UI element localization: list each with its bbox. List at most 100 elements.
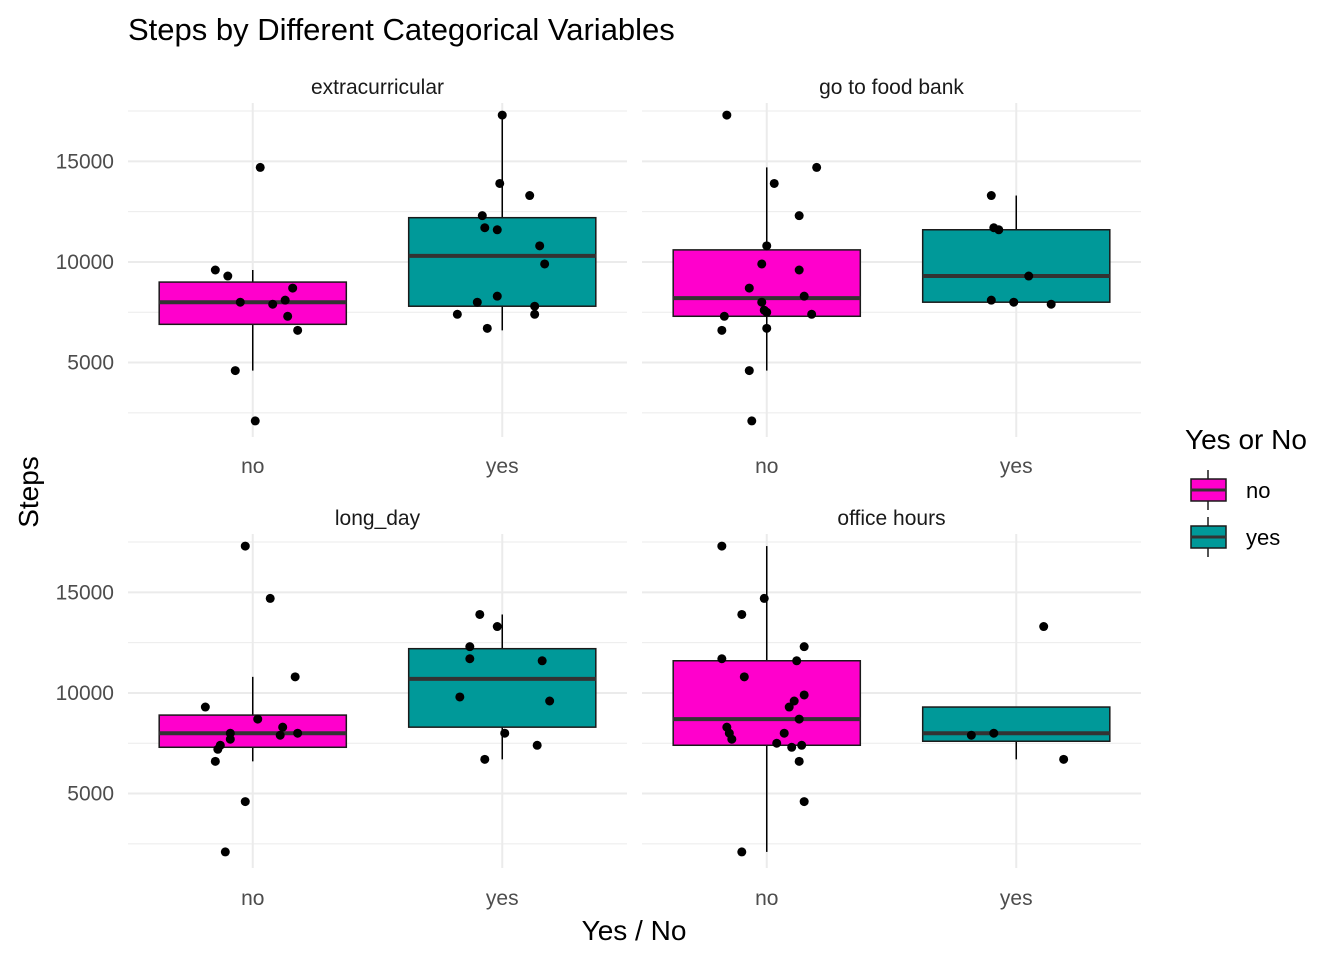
data-point	[223, 271, 233, 281]
data-point	[293, 325, 303, 335]
data-point	[482, 323, 492, 333]
x-tick-label: yes	[1000, 455, 1033, 478]
data-point	[240, 541, 250, 551]
data-point	[525, 191, 535, 201]
x-tick-label: yes	[1000, 887, 1033, 910]
data-point	[545, 696, 555, 706]
y-tick-label: 5000	[67, 783, 114, 806]
data-point	[762, 241, 772, 251]
data-point	[1039, 622, 1049, 632]
data-point	[200, 702, 210, 712]
data-point	[799, 291, 809, 301]
y-tick-label: 10000	[56, 682, 114, 705]
data-point	[762, 307, 772, 317]
box-body	[672, 249, 862, 318]
box-body	[407, 216, 597, 307]
data-point	[480, 754, 490, 764]
data-point	[1024, 271, 1034, 281]
facet-label: long_day	[335, 507, 421, 530]
data-point	[210, 756, 220, 766]
data-point	[225, 734, 235, 744]
data-point	[537, 656, 547, 666]
box-body	[921, 706, 1111, 742]
x-tick-label: yes	[486, 455, 519, 478]
panel-go-to-food-bank: go to food bank no yes	[642, 76, 1141, 478]
y-axis-label: Steps	[13, 456, 44, 528]
data-point	[465, 642, 475, 652]
box-no	[672, 167, 862, 371]
data-point	[535, 241, 545, 251]
panel-extracurricular: extracurricular 5000 10000 15000 no yes	[56, 76, 627, 478]
data-point	[497, 110, 507, 120]
data-point	[288, 283, 298, 293]
legend-title: Yes or No	[1185, 424, 1307, 455]
data-point	[717, 325, 727, 335]
box-no	[672, 546, 862, 852]
panel-long-day: long_day 5000 10000 15000 no yes	[56, 507, 627, 910]
data-point	[455, 692, 465, 702]
data-point	[1046, 299, 1056, 309]
data-point	[989, 728, 999, 738]
facet-label: go to food bank	[819, 76, 964, 99]
legend-items: no yes	[1190, 470, 1280, 557]
x-tick-label: no	[241, 455, 264, 478]
x-tick-label: no	[755, 455, 778, 478]
data-point	[789, 696, 799, 706]
data-point	[1059, 754, 1069, 764]
data-point	[799, 690, 809, 700]
data-point	[293, 728, 303, 738]
data-point	[530, 309, 540, 319]
data-point	[235, 297, 245, 307]
data-point	[784, 702, 794, 712]
legend-item-label: yes	[1246, 525, 1280, 550]
data-point	[807, 309, 817, 319]
data-point	[532, 740, 542, 750]
data-point	[492, 225, 502, 235]
data-point	[210, 265, 220, 275]
box-no	[158, 676, 348, 762]
data-point	[213, 744, 223, 754]
data-point	[477, 211, 487, 221]
box-body	[921, 229, 1111, 303]
data-point	[994, 225, 1004, 235]
panel-office-hours: office hours no yes	[642, 507, 1141, 910]
x-tick-label: no	[755, 887, 778, 910]
box-yes	[921, 195, 1111, 303]
data-point	[812, 162, 822, 172]
data-point	[722, 110, 732, 120]
data-point	[472, 297, 482, 307]
box-body	[672, 660, 862, 747]
data-point	[762, 323, 772, 333]
data-point	[240, 797, 250, 807]
legend-item-yes: yes	[1190, 517, 1280, 557]
box-body	[407, 647, 597, 728]
y-tick-label: 15000	[56, 150, 114, 173]
data-point	[779, 728, 789, 738]
data-point	[492, 291, 502, 301]
data-point	[737, 609, 747, 619]
data-point	[747, 416, 757, 426]
data-point	[253, 714, 263, 724]
y-tick-label: 15000	[56, 581, 114, 604]
facet-label: extracurricular	[311, 76, 444, 99]
data-point	[495, 178, 505, 188]
data-point	[744, 366, 754, 376]
data-point	[719, 311, 729, 321]
data-point	[530, 301, 540, 311]
data-point	[797, 740, 807, 750]
data-point	[986, 295, 996, 305]
data-point	[794, 714, 804, 724]
data-point	[278, 722, 288, 732]
x-tick-label: yes	[486, 887, 519, 910]
data-point	[500, 728, 510, 738]
chart-title: Steps by Different Categorical Variables	[128, 12, 675, 47]
legend: Yes or No no yes	[1185, 424, 1307, 557]
legend-item-no: no	[1190, 470, 1270, 510]
data-point	[480, 223, 490, 233]
data-point	[986, 191, 996, 201]
data-point	[757, 297, 767, 307]
data-point	[772, 738, 782, 748]
data-point	[739, 672, 749, 682]
data-point	[275, 730, 285, 740]
